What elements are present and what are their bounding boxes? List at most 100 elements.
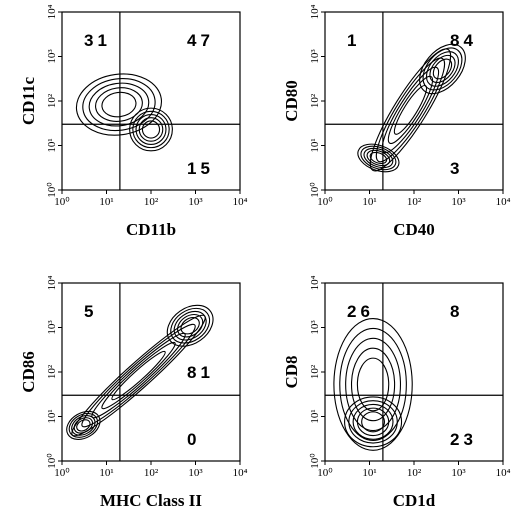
contour-line xyxy=(95,87,143,122)
y-tick-label: 10³ xyxy=(309,49,321,64)
contour-line xyxy=(75,73,163,136)
contour-line xyxy=(141,120,161,139)
contour-line xyxy=(82,78,156,132)
contour-line xyxy=(170,307,211,344)
contour-line xyxy=(101,341,176,410)
contour-line xyxy=(360,145,397,171)
contour-line xyxy=(356,407,390,437)
y-tick-label: 10⁰ xyxy=(309,182,321,198)
y-tick-label: 10⁴ xyxy=(46,275,58,290)
x-tick-label: 10⁰ xyxy=(317,196,333,208)
quadrant-value: 5 xyxy=(84,302,97,321)
contour-line xyxy=(339,327,407,441)
contour-line xyxy=(422,47,463,91)
quadrant-value: 31 xyxy=(84,31,111,50)
y-tick-label: 10³ xyxy=(46,320,58,335)
contour-line xyxy=(375,57,446,163)
y-tick-label: 10⁰ xyxy=(46,453,58,469)
x-tick-label: 10¹ xyxy=(99,467,113,479)
x-tick-label: 10⁴ xyxy=(233,467,248,479)
contour-line xyxy=(348,400,398,444)
y-tick-label: 10⁴ xyxy=(309,4,321,19)
x-axis-label: CD1d xyxy=(393,491,436,510)
y-tick-label: 10⁴ xyxy=(309,275,321,290)
contour-line xyxy=(344,396,403,448)
contour-line xyxy=(129,107,173,152)
x-tick-label: 10⁰ xyxy=(317,467,333,479)
contour-line xyxy=(387,75,434,144)
y-tick-label: 10² xyxy=(46,93,58,108)
quadrant-value: 26 xyxy=(347,302,374,321)
x-tick-label: 10¹ xyxy=(99,196,113,208)
x-tick-label: 10² xyxy=(407,467,422,479)
y-tick-label: 10³ xyxy=(309,320,321,335)
x-tick-label: 10³ xyxy=(188,467,203,479)
x-tick-label: 10² xyxy=(144,196,159,208)
contour-line xyxy=(111,350,166,401)
x-tick-label: 10³ xyxy=(451,196,466,208)
y-axis-label: CD80 xyxy=(282,80,301,122)
y-tick-label: 10¹ xyxy=(309,138,321,152)
contour-line xyxy=(177,313,204,338)
x-tick-label: 10⁰ xyxy=(54,196,70,208)
contour-line xyxy=(366,149,391,167)
contour-line xyxy=(135,113,167,145)
contour-line xyxy=(88,82,150,127)
x-tick-label: 10¹ xyxy=(362,196,376,208)
y-tick-label: 10¹ xyxy=(46,138,58,152)
quadrant-value: 0 xyxy=(187,430,200,449)
contour-line xyxy=(361,411,386,433)
contour-line xyxy=(333,318,413,451)
contour-line xyxy=(68,412,99,438)
contour-line xyxy=(429,54,456,84)
contour-line xyxy=(345,337,402,432)
contour-line xyxy=(73,417,94,434)
y-axis-label: CD11c xyxy=(19,76,38,125)
y-axis-label: CD8 xyxy=(282,355,301,388)
contour-line xyxy=(352,403,394,440)
x-tick-label: 10³ xyxy=(188,196,203,208)
quadrant-value: 3 xyxy=(450,159,463,178)
contour-line xyxy=(76,419,91,432)
contour-line xyxy=(173,310,207,341)
contour-line xyxy=(66,410,101,440)
x-axis-label: CD11b xyxy=(126,220,176,239)
y-tick-label: 10² xyxy=(309,364,321,379)
contour-line xyxy=(381,66,440,154)
panel: 10⁰ 10¹ 10² 10³ 10⁴ 10⁰ 10¹ 10² 10³ 10⁴ CD40 CD80 1 8… xyxy=(282,4,511,239)
panel: 10⁰ 10¹ 10² 10³ 10⁴ 10⁰ 10¹ 10² 10³ 10⁴ CD1d CD8 26 8… xyxy=(282,275,511,510)
contour-line xyxy=(138,117,164,142)
x-tick-label: 10⁴ xyxy=(496,196,511,208)
contour-line xyxy=(432,58,453,80)
quadrant-value: 1 xyxy=(347,31,360,50)
contour-line xyxy=(363,147,394,169)
contour-line xyxy=(101,91,137,118)
y-tick-label: 10¹ xyxy=(309,409,321,423)
y-tick-label: 10² xyxy=(309,93,321,108)
x-axis-label: MHC Class II xyxy=(100,491,202,510)
x-tick-label: 10⁴ xyxy=(496,467,511,479)
x-tick-label: 10¹ xyxy=(362,467,376,479)
contour-line xyxy=(369,151,388,165)
y-tick-label: 10¹ xyxy=(46,409,58,423)
x-axis-label: CD40 xyxy=(393,220,435,239)
y-tick-label: 10⁴ xyxy=(46,4,58,19)
y-tick-label: 10⁰ xyxy=(309,453,321,469)
contour-line xyxy=(180,317,200,335)
quadrant-value: 8 xyxy=(450,302,463,321)
y-axis-label: CD86 xyxy=(19,351,38,393)
x-tick-label: 10⁰ xyxy=(54,467,70,479)
contour-line xyxy=(71,415,96,436)
contour-line xyxy=(419,43,466,95)
contour-line xyxy=(369,48,452,172)
quadrant-value: 15 xyxy=(187,159,214,178)
y-tick-label: 10² xyxy=(46,364,58,379)
contour-line xyxy=(425,51,460,87)
quadrant-value: 23 xyxy=(450,430,477,449)
x-tick-label: 10² xyxy=(407,196,422,208)
contour-line xyxy=(81,323,196,428)
contour-line xyxy=(132,110,170,149)
contour-line xyxy=(350,347,396,422)
quadrant-value: 81 xyxy=(187,363,214,382)
x-tick-label: 10² xyxy=(144,467,159,479)
